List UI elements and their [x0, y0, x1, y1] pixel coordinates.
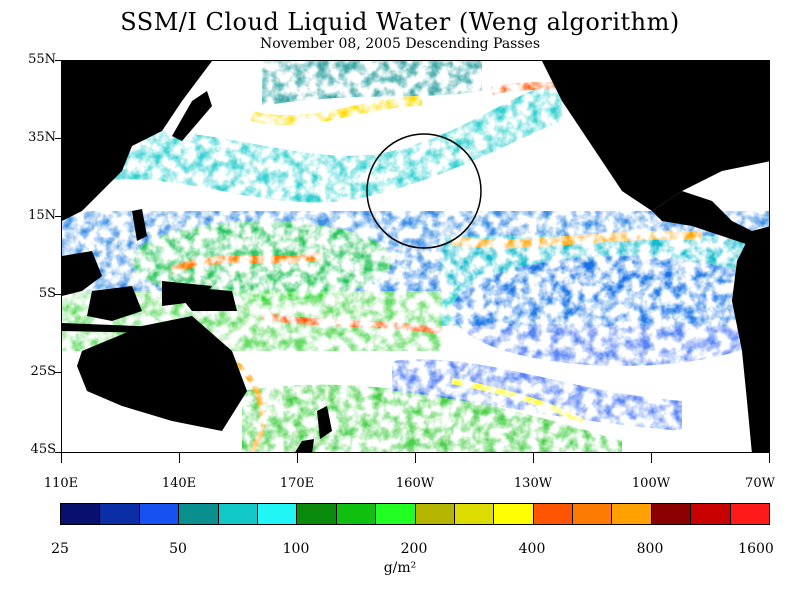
colorbar-segment — [730, 504, 770, 524]
colorbar-label-25: 25 — [51, 541, 69, 557]
colorbar-segment — [415, 504, 455, 524]
colorbar-segment — [454, 504, 495, 524]
colorbar-label-100: 100 — [282, 541, 310, 557]
colorbar-label-800: 800 — [636, 541, 664, 557]
colorbar-segment — [573, 504, 613, 524]
colorbar-label-200: 200 — [400, 541, 428, 557]
colorbar-segment — [61, 504, 101, 524]
colorbar-segment — [336, 504, 377, 524]
lon-label-70w: 70W — [745, 476, 775, 491]
colorbar-segment — [651, 504, 692, 524]
cloud-water-map — [61, 60, 770, 453]
colorbar-label-400: 400 — [518, 541, 546, 557]
colorbar-segment — [297, 504, 337, 524]
colorbar-segment — [218, 504, 258, 524]
colorbar-label-50: 50 — [169, 541, 187, 557]
map-subtitle: November 08, 2005 Descending Passes — [259, 36, 540, 52]
colorbar-segment — [376, 504, 416, 524]
colorbar-segment — [100, 504, 140, 524]
colorbar-segment — [691, 504, 731, 524]
lat-label-5s: 5S — [38, 286, 56, 301]
colorbar-segment — [257, 504, 298, 524]
lon-label-110e: 110E — [43, 476, 79, 491]
lon-label-100w: 100W — [631, 476, 671, 491]
lat-label-55n: 55N — [28, 52, 56, 67]
annotation-circle — [366, 133, 482, 249]
lat-label-35n: 35N — [28, 130, 56, 145]
lat-label-25s: 25S — [30, 364, 56, 379]
colorbar-segment — [139, 504, 180, 524]
lon-label-140e: 140E — [161, 476, 197, 491]
colorbar-label-1600: 1600 — [738, 541, 774, 557]
colorbar-segment — [179, 504, 219, 524]
map-title: SSM/I Cloud Liquid Water (Weng algorithm… — [120, 8, 680, 36]
colorbar-segment — [494, 504, 534, 524]
land-masses — [62, 61, 769, 452]
lat-label-45s: 45S — [30, 442, 56, 457]
lon-label-160w: 160W — [395, 476, 435, 491]
cloud-field — [62, 61, 769, 452]
colorbar-segment — [533, 504, 574, 524]
lat-label-15n: 15N — [28, 208, 56, 223]
colorbar-segment — [612, 504, 652, 524]
lon-label-130w: 130W — [513, 476, 553, 491]
lon-label-170e: 170E — [279, 476, 315, 491]
colorbar-units: g/m² — [383, 560, 417, 576]
map-graphic — [62, 61, 769, 452]
colorbar — [60, 503, 770, 525]
